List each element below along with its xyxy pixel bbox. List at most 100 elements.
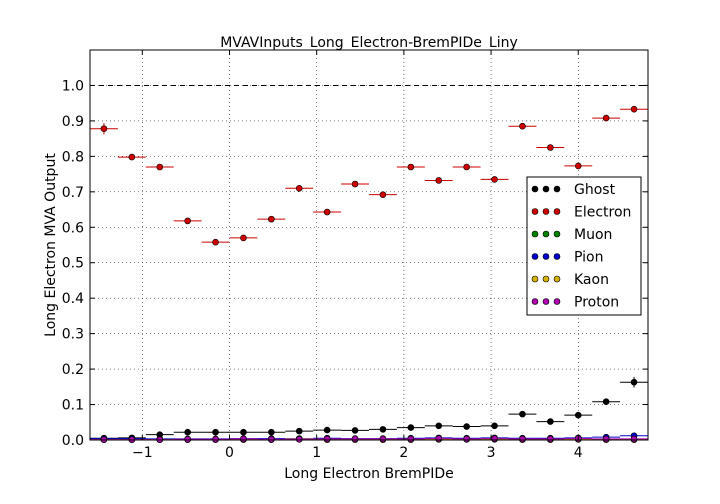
legend-marker (553, 208, 561, 215)
legend-marker (542, 298, 550, 305)
y-tick-label: 0.0 (62, 433, 84, 449)
legend-label: Proton (574, 295, 619, 311)
y-tick-label: 0.9 (62, 114, 84, 130)
data-point (602, 435, 610, 443)
legend-marker (531, 275, 539, 283)
data-point (435, 435, 443, 442)
data-point (268, 435, 275, 443)
legend-marker (531, 253, 539, 260)
data-point (630, 105, 638, 113)
data-point (463, 423, 470, 430)
legend-marker (553, 275, 561, 283)
data-point (435, 422, 443, 430)
data-point (463, 163, 470, 171)
legend-marker (553, 230, 561, 238)
x-tick-label: 0 (225, 445, 234, 461)
legend-label: Muon (574, 227, 612, 243)
data-point (519, 410, 526, 418)
y-tick-label: 1.0 (62, 78, 84, 94)
data-point (295, 435, 303, 443)
legend-marker (531, 185, 539, 193)
data-point (184, 428, 191, 436)
y-tick-label: 0.8 (62, 149, 84, 165)
y-tick-label: 0.7 (62, 185, 84, 201)
data-point (212, 238, 219, 246)
data-point (212, 428, 219, 436)
data-point (100, 125, 108, 133)
data-point (128, 153, 136, 161)
data-point (295, 184, 303, 192)
legend-marker (531, 298, 539, 305)
data-point (407, 163, 415, 171)
legend-marker (553, 185, 561, 193)
data-point (407, 435, 415, 443)
data-point (268, 428, 275, 436)
y-axis-label: Long Electron MVA Output (43, 153, 59, 337)
data-point (295, 427, 303, 435)
data-point (240, 428, 247, 436)
series-electron (90, 105, 648, 246)
data-point (323, 426, 331, 434)
data-point (491, 176, 498, 183)
data-point (184, 217, 191, 225)
legend-label: Kaon (574, 272, 609, 288)
data-point (379, 435, 387, 443)
data-point (574, 411, 582, 419)
legend-marker (531, 230, 539, 238)
data-point (547, 144, 554, 151)
y-tick-label: 0.3 (62, 327, 84, 343)
x-axis-label: Long Electron BremPIDe (284, 466, 453, 482)
legend-box (526, 176, 642, 316)
legend-label: Pion (574, 250, 603, 266)
legend-marker (542, 185, 550, 193)
data-point (491, 435, 498, 442)
data-point (407, 424, 415, 431)
data-point (630, 435, 638, 443)
data-point (435, 177, 443, 184)
legend-label: Electron (574, 205, 631, 221)
axis-ticks: −1 0 1 2 3 4 0.0 0.1 0.2 0.3 0.4 0.5 0.6 0.7 0.8 0.9 1.0 (62, 50, 648, 461)
legend-marker (542, 253, 550, 260)
data-point (240, 435, 247, 443)
data-point (630, 378, 638, 386)
y-tick-label: 0.4 (62, 291, 84, 307)
data-point (351, 427, 359, 434)
data-point (212, 435, 219, 443)
legend-label: Ghost (574, 182, 616, 198)
data-point (463, 435, 470, 443)
legend: Ghost Electron Muon Pion Kaon Proton (526, 176, 642, 316)
x-tick-label: 2 (399, 445, 408, 461)
data-point (602, 114, 610, 122)
data-point (156, 163, 164, 171)
data-point (351, 180, 359, 188)
data-point (547, 435, 554, 443)
legend-marker (542, 208, 550, 215)
data-point (323, 208, 331, 216)
data-point (602, 398, 610, 406)
x-tick-label: 4 (574, 445, 583, 461)
y-tick-label: 0.1 (62, 398, 84, 414)
data-point (379, 191, 387, 198)
legend-marker (553, 298, 561, 305)
y-tick-label: 0.5 (62, 256, 84, 272)
data-point (240, 234, 247, 242)
legend-marker (531, 208, 539, 215)
data-point (519, 435, 526, 443)
x-tick-label: 1 (312, 445, 321, 461)
legend-marker (542, 275, 550, 283)
data-point (547, 418, 554, 425)
y-tick-label: 0.2 (62, 362, 84, 378)
y-tick-label: 0.6 (62, 220, 84, 236)
x-tick-label: −1 (132, 445, 153, 461)
data-point (379, 426, 387, 433)
chart-title: MVAVInputs_Long_Electron-BremPIDe_Liny (220, 35, 518, 51)
data-point (184, 435, 191, 443)
x-tick-label: 3 (487, 445, 496, 461)
data-point (574, 162, 582, 170)
data-point (268, 215, 275, 223)
plot-frame (89, 49, 649, 441)
data-point (519, 122, 526, 130)
legend-marker (542, 230, 550, 238)
data-point (491, 422, 498, 430)
